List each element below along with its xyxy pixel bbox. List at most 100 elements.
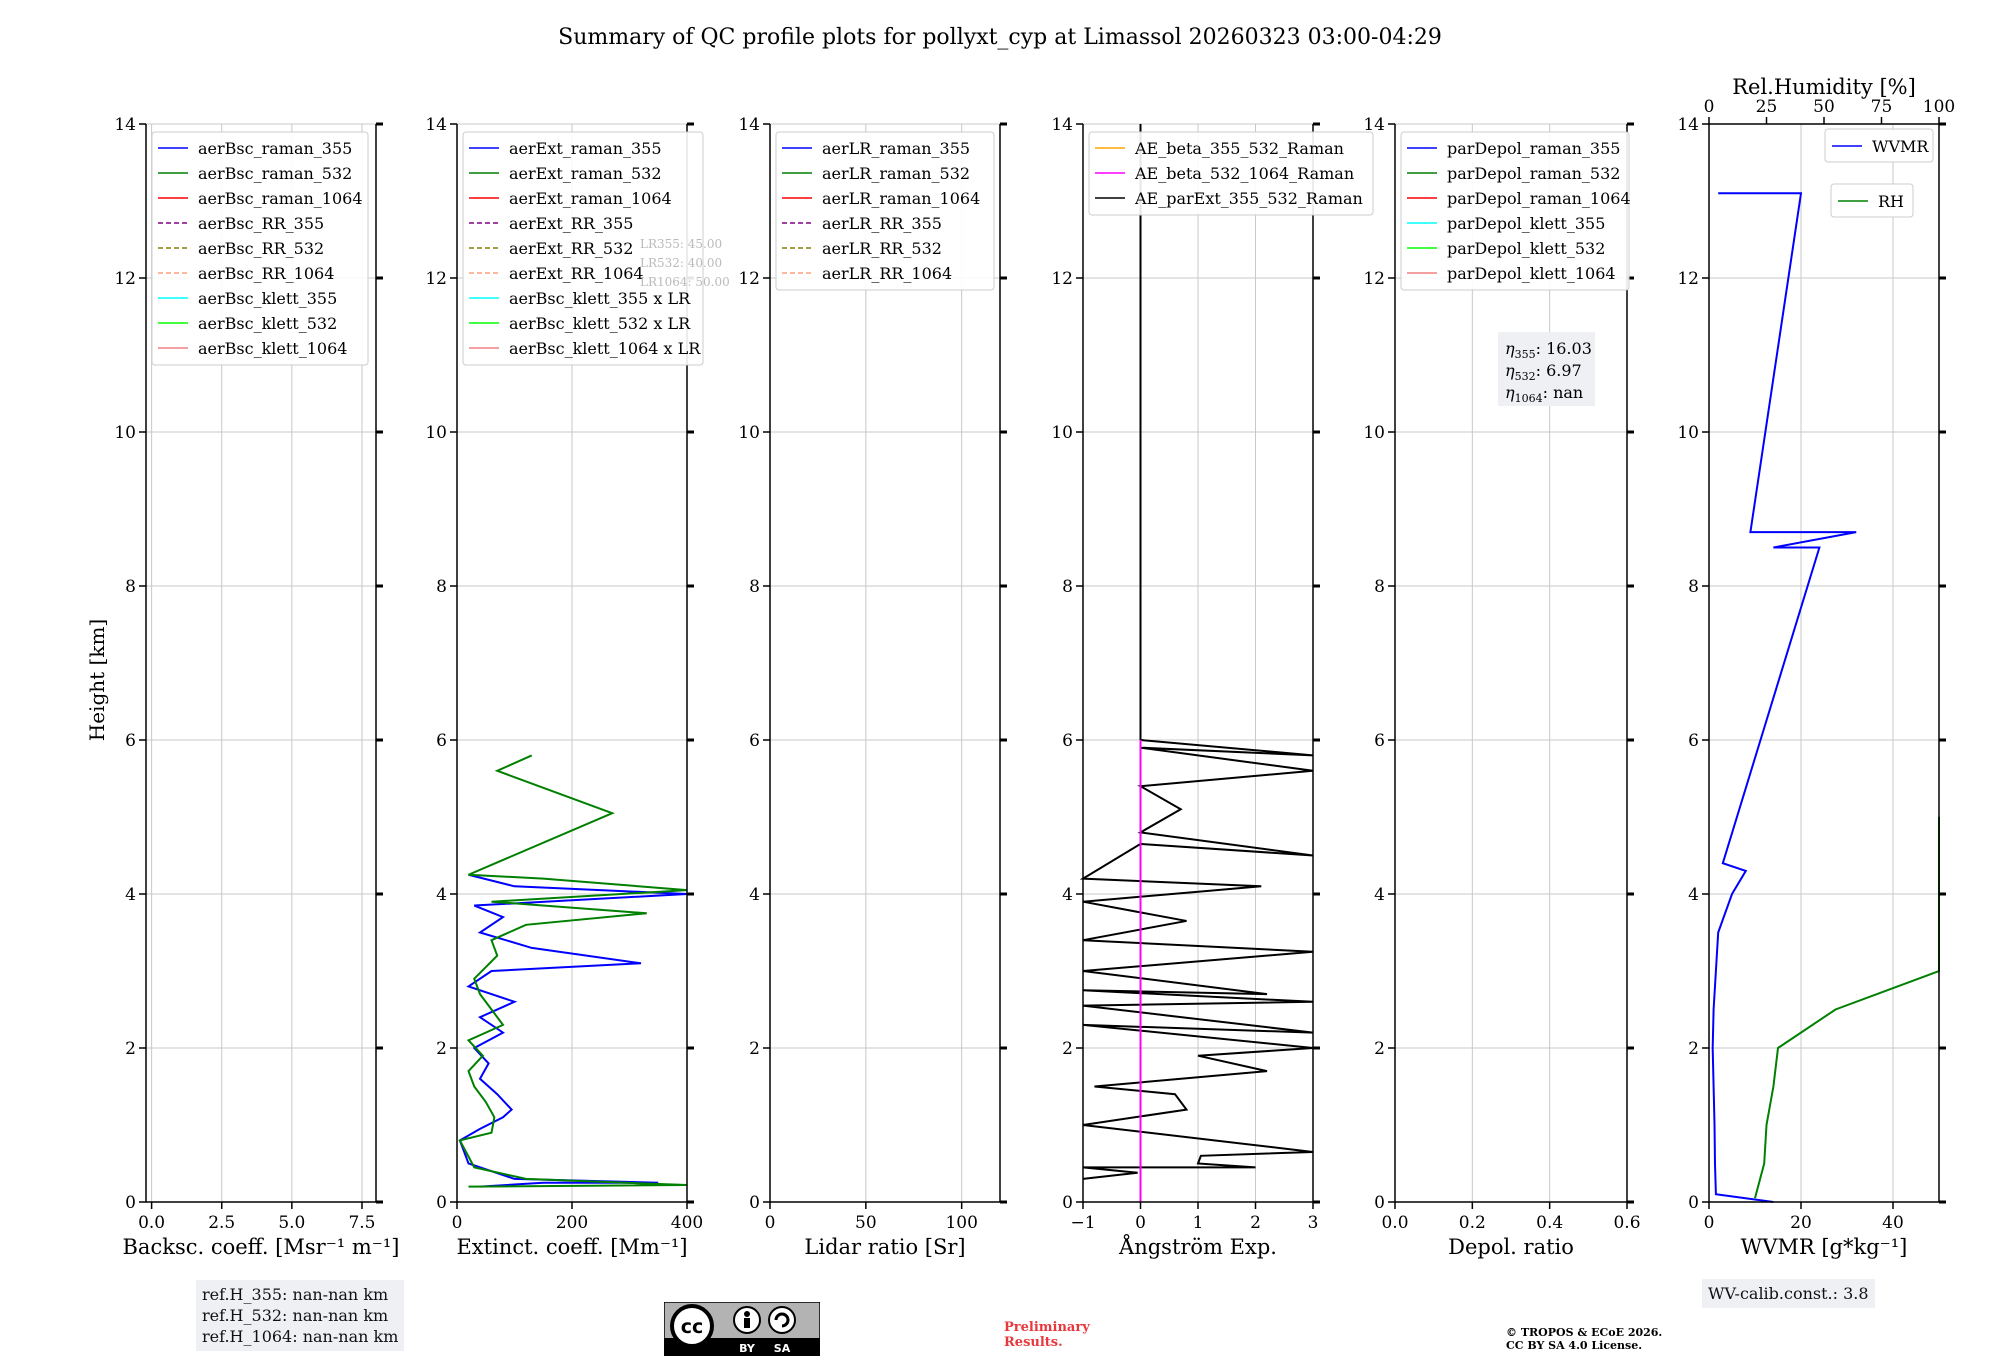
legend-box xyxy=(462,131,704,366)
y-tick-label: 2 xyxy=(1688,1039,1699,1059)
copyright-line-2: CC BY SA 4.0 License. xyxy=(1506,1339,1643,1352)
y-tick-label: 8 xyxy=(1374,577,1385,597)
y-tick-label: 4 xyxy=(1062,885,1073,905)
x-tick-label: 200 xyxy=(556,1213,588,1233)
legend-entry: parDepol_raman_532 xyxy=(1447,164,1620,183)
x-tick-label: 0.0 xyxy=(138,1213,165,1233)
x-tick-label: −1 xyxy=(1070,1213,1095,1233)
x-tick-label: 0 xyxy=(765,1213,776,1233)
y-tick-label: 12 xyxy=(1051,269,1073,289)
y-tick-label: 8 xyxy=(1062,577,1073,597)
x-axis-label: Extinct. coeff. [Mm⁻¹] xyxy=(456,1235,687,1259)
y-tick-label: 6 xyxy=(1374,731,1385,751)
legend-entry: aerExt_raman_532 xyxy=(509,164,662,183)
y-tick-label: 0 xyxy=(1688,1193,1699,1213)
legend-entry: aerBsc_RR_1064 xyxy=(198,264,334,283)
y-tick-label: 6 xyxy=(749,731,760,751)
x-tick-label: 2 xyxy=(1250,1213,1261,1233)
preliminary-line-2: Results. xyxy=(1004,1335,1063,1350)
legend-entry: aerLR_RR_1064 xyxy=(822,264,952,283)
panel-5: 0 2 4 6 8 10 12 14 0.0 0.2 0.4 0.6 Depol. ratio parDe… xyxy=(1363,115,1640,1259)
ref-height-532: ref.H_532: nan-nan km xyxy=(202,1306,389,1325)
x-tick-label: 1 xyxy=(1193,1213,1204,1233)
eta-box xyxy=(1498,332,1595,406)
y-tick-label: 0 xyxy=(1374,1193,1385,1213)
legend-entry: parDepol_raman_355 xyxy=(1447,139,1620,158)
x-tick-label: 50 xyxy=(855,1213,877,1233)
eta-value: η532: 6.97 xyxy=(1505,361,1582,383)
x-tick-label: 40 xyxy=(1882,1213,1904,1233)
legend-entry: AE_parExt_355_532_Raman xyxy=(1134,189,1363,208)
y-tick-label: 2 xyxy=(1374,1039,1385,1059)
legend-entry: aerExt_RR_355 xyxy=(509,214,633,233)
y-tick-label: 0 xyxy=(1062,1193,1073,1213)
preliminary-notice: Preliminary Results. xyxy=(1004,1320,1090,1350)
x-axis-label: Lidar ratio [Sr] xyxy=(804,1235,965,1259)
y-tick-label: 12 xyxy=(1363,269,1385,289)
x-axis-label: Ångström Exp. xyxy=(1118,1234,1277,1259)
legend-entry: aerBsc_klett_355 x LR xyxy=(509,289,691,308)
legend-entry: WVMR xyxy=(1872,137,1929,156)
y-tick-label: 10 xyxy=(738,423,760,443)
legend-entry: parDepol_raman_1064 xyxy=(1447,189,1631,208)
y-tick-label: 0 xyxy=(749,1193,760,1213)
legend-entry: aerBsc_klett_532 x LR xyxy=(509,314,691,333)
preliminary-line-1: Preliminary xyxy=(1004,1320,1090,1335)
legend-entry: parDepol_klett_1064 xyxy=(1447,264,1616,283)
eta-value: η1064: nan xyxy=(1505,383,1583,405)
y-tick-label: 10 xyxy=(1677,423,1699,443)
share-alike-icon-arrow xyxy=(774,1312,790,1328)
x-tick-label: 0 xyxy=(1704,1213,1715,1233)
top-x-tick-label: 50 xyxy=(1813,97,1835,117)
legend-entry: aerBsc_klett_355 xyxy=(198,289,337,308)
legend-entry: AE_beta_532_1064_Raman xyxy=(1134,164,1354,183)
y-tick-label: 12 xyxy=(738,269,760,289)
legend-entry: aerBsc_klett_532 xyxy=(198,314,337,333)
figure-title: Summary of QC profile plots for pollyxt_… xyxy=(558,25,1442,50)
legend-entry: aerBsc_raman_1064 xyxy=(198,189,363,208)
eta-value: η355: 16.03 xyxy=(1505,339,1592,361)
legend-entry: parDepol_klett_532 xyxy=(1447,239,1605,258)
lidar-ratio-note: LR1064: 50.00 xyxy=(640,275,730,289)
x-tick-label: 2.5 xyxy=(208,1213,235,1233)
y-tick-label: 6 xyxy=(436,731,447,751)
lidar-ratio-note: LR355: 45.00 xyxy=(640,237,722,251)
y-tick-label: 14 xyxy=(738,115,760,135)
y-tick-label: 4 xyxy=(125,885,136,905)
y-tick-label: 6 xyxy=(1062,731,1073,751)
y-tick-label: 2 xyxy=(749,1039,760,1059)
x-tick-label: 0.2 xyxy=(1459,1213,1486,1233)
legend-entry: aerBsc_raman_355 xyxy=(198,139,352,158)
cc-license-badge[interactable]: cc BY SA xyxy=(664,1302,820,1356)
y-tick-label: 6 xyxy=(1688,731,1699,751)
legend-entry: parDepol_klett_355 xyxy=(1447,214,1605,233)
reference-height-box: ref.H_355: nan-nan km ref.H_532: nan-nan… xyxy=(196,1280,405,1351)
y-tick-label: 2 xyxy=(125,1039,136,1059)
series-RH xyxy=(1754,817,1940,1199)
ref-height-355: ref.H_355: nan-nan km xyxy=(202,1285,389,1304)
y-tick-label: 10 xyxy=(1051,423,1073,443)
legend-entry: aerLR_RR_355 xyxy=(822,214,942,233)
x-tick-label: 0.6 xyxy=(1613,1213,1640,1233)
attribution-icon-body xyxy=(744,1318,750,1328)
y-tick-label: 10 xyxy=(114,423,136,443)
legend-box xyxy=(151,131,369,366)
share-alike-icon xyxy=(768,1306,796,1334)
x-tick-label: 7.5 xyxy=(348,1213,375,1233)
series-aerExt_raman_532 xyxy=(458,754,688,1188)
height-axis-label: Height [km] xyxy=(85,619,109,741)
x-tick-label: 100 xyxy=(945,1213,977,1233)
lidar-ratio-note: LR532: 40.00 xyxy=(640,256,722,270)
y-tick-label: 14 xyxy=(114,115,136,135)
y-tick-label: 8 xyxy=(1688,577,1699,597)
y-tick-label: 10 xyxy=(1363,423,1385,443)
legend-entry: aerBsc_klett_1064 x LR xyxy=(509,339,701,358)
legend-entry: AE_beta_355_532_Raman xyxy=(1134,139,1344,158)
x-tick-label: 0.0 xyxy=(1381,1213,1408,1233)
legend-entry: aerExt_RR_1064 xyxy=(509,264,644,283)
